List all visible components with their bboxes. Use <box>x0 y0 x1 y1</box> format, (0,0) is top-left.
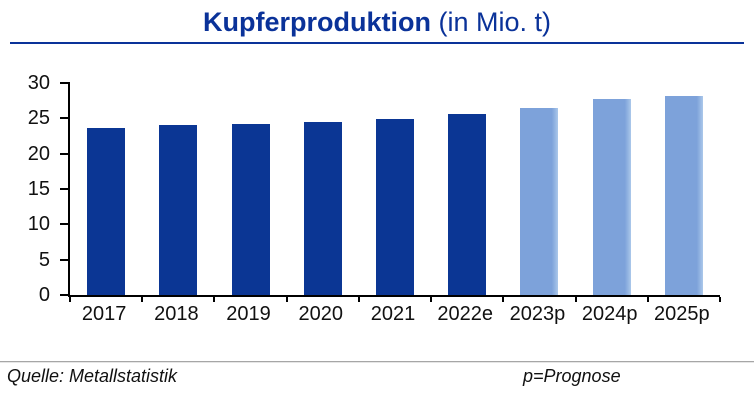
x-tick-mark <box>213 297 216 302</box>
x-tick-mark <box>141 297 144 302</box>
x-tick-mark <box>502 297 505 302</box>
chart-title-main: Kupferproduktion <box>203 7 431 37</box>
y-tick-mark <box>60 223 70 226</box>
bar-2019 <box>231 124 270 295</box>
x-tick-mark <box>285 297 288 302</box>
x-tick-label-2022e: 2022e <box>437 303 494 325</box>
bar-column-2017 <box>70 83 142 295</box>
x-tick-mark <box>646 297 649 302</box>
bar-2024p <box>592 98 631 295</box>
y-tick-label-25: 25 <box>27 107 50 130</box>
x-tick-mark <box>574 297 577 302</box>
bar-column-2024p <box>576 83 648 295</box>
y-tick-label-0: 0 <box>38 284 50 306</box>
x-axis-labels: 2017 2018 2019 2020 2021 2022e 2023p 2024p 2025p <box>68 302 718 326</box>
x-tick-mark <box>719 297 721 302</box>
chart-title-suffix: (in Mio. t) <box>430 7 551 37</box>
bar-column-2021 <box>359 83 431 295</box>
bar-column-2018 <box>142 83 214 295</box>
bar-2023p <box>520 107 559 295</box>
bar-2021 <box>375 119 414 295</box>
chart-title: Kupferproduktion (in Mio. t) <box>0 6 754 38</box>
footer-separator <box>0 361 754 362</box>
x-tick-mark <box>357 297 360 302</box>
bar-2020 <box>303 121 342 295</box>
source-note: Quelle: Metallstatistik <box>7 366 178 386</box>
bar-column-2022e <box>431 83 503 295</box>
y-tick-mark <box>60 82 70 84</box>
y-tick-label-20: 20 <box>27 142 50 165</box>
bar-column-2023p <box>503 83 575 295</box>
y-tick-mark <box>60 188 70 190</box>
bar-column-2025p <box>648 83 720 295</box>
title-underline <box>10 42 744 44</box>
bar-2025p <box>664 95 703 295</box>
y-tick-label-30: 30 <box>27 72 50 94</box>
x-tick-label-2017: 2017 <box>81 303 127 325</box>
plot-area: 0 5 10 15 20 25 30 <box>28 73 721 305</box>
x-tick-label-2019: 2019 <box>226 303 271 325</box>
y-tick-label-15: 15 <box>27 178 50 200</box>
y-tick-mark <box>60 152 70 155</box>
y-tick-label-5: 5 <box>38 248 50 271</box>
bar-column-2019 <box>214 83 286 295</box>
y-tick-label-10: 10 <box>27 213 50 236</box>
x-tick-label-2023p: 2023p <box>509 303 566 325</box>
bar-2022e <box>448 114 487 295</box>
bar-2018 <box>159 124 198 295</box>
y-tick-mark <box>60 294 70 296</box>
x-tick-label-2020: 2020 <box>298 303 344 325</box>
y-tick-mark <box>60 117 70 120</box>
x-tick-label-2018: 2018 <box>154 303 199 325</box>
bars-row <box>70 83 720 295</box>
x-tick-label-2025p: 2025p <box>654 303 710 325</box>
x-tick-label-2021: 2021 <box>370 303 416 325</box>
x-tick-label-2024p: 2024p <box>581 303 638 325</box>
bar-column-2020 <box>287 83 359 295</box>
y-tick-mark <box>60 258 70 261</box>
x-tick-mark <box>69 297 71 302</box>
x-tick-mark <box>430 297 433 302</box>
bar-2017 <box>87 127 126 295</box>
forecast-note: p=Prognose <box>523 366 621 386</box>
